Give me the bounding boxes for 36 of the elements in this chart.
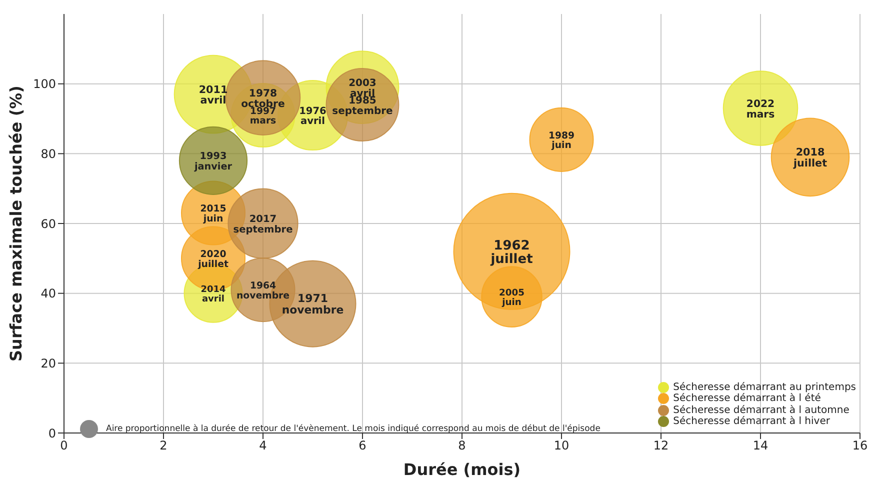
annotation: 1976 avril [299,106,327,128]
x-tick-label: 14 [752,438,768,453]
annotation: 2014 avril [200,284,226,304]
annotation: 2017 septembre [233,214,294,236]
y-tick-label: 100 [33,77,56,92]
x-tick-label: 2 [160,438,168,453]
y-tick-label: 60 [40,216,56,231]
legend-label: Sécheresse démarrant à l hiver [673,416,830,427]
y-tick-label: 0 [48,426,56,440]
x-axis-title: Durée (mois) [403,460,521,479]
x-tick-label: 16 [852,438,868,453]
y-tick-label: 40 [40,286,56,301]
annotation: 2015 juin [200,204,226,224]
x-tick-label: 4 [259,438,267,453]
annotation: 1993 janvier [193,151,232,172]
annotation: 2005 juin [499,288,524,308]
annotation: 1989 juin [548,130,575,152]
y-tick-label: 20 [40,356,56,370]
x-tick-label: 6 [358,438,366,453]
legend-label: Sécheresse démarrant à l automne [673,404,850,416]
x-tick-label: 12 [653,438,669,453]
x-tick-label: 10 [554,438,570,453]
y-tick-label: 80 [40,146,56,161]
x-tick-label: 0 [60,438,68,453]
annotation: 2011 avril [198,84,228,107]
annotation: 1964 novembre [236,280,290,302]
x-tick-label: 8 [458,438,466,453]
annotation: Aire proportionnelle à la durée de retour de l'évènement. Le mois indiqué correspond au mois de début de l'épisode [106,424,600,434]
annotation: 2018 juillet [792,146,828,170]
y-axis-title: Surface maximale touchée (%) [6,86,26,362]
annotation: 2022 mars [746,98,775,120]
legend-label: Sécheresse démarrant à l été [673,394,821,405]
legend-label: Sécheresse démarrant au printemps [673,382,856,394]
annotation: 2020 juillet [197,249,229,270]
annotation: 1997 mars [250,106,277,127]
annotation: 1962 juillet [490,238,533,268]
